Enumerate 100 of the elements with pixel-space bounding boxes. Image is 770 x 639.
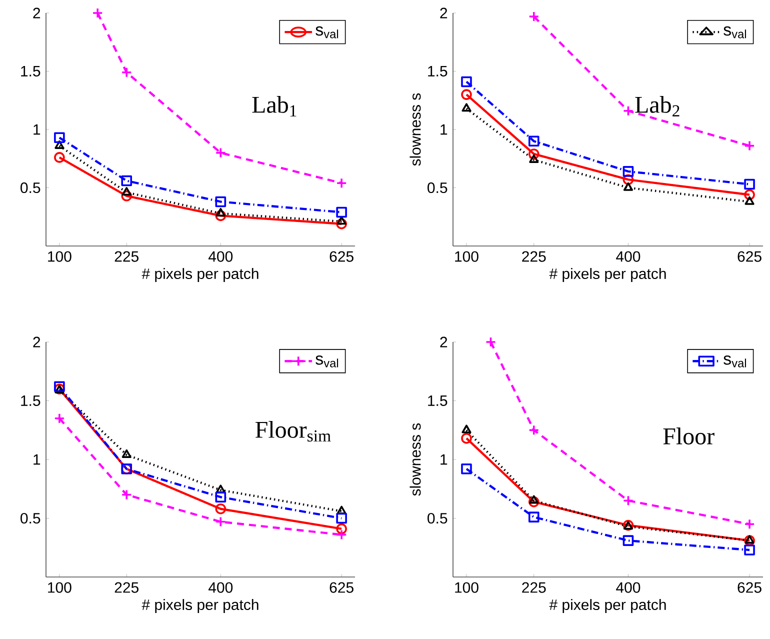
point [744, 178, 755, 190]
point [122, 449, 132, 458]
point [215, 516, 226, 528]
x-tick-label: 625 [330, 582, 354, 593]
point [744, 544, 755, 556]
point [622, 105, 634, 116]
point [336, 178, 347, 188]
point [216, 208, 226, 217]
x-tick-label: 225 [114, 582, 138, 593]
point [92, 8, 103, 18]
point [336, 206, 347, 218]
point [528, 424, 540, 436]
point [122, 187, 132, 196]
point [121, 67, 132, 78]
annotation: Lab$_{2}$ [635, 96, 680, 116]
point [529, 154, 539, 163]
x-axis-title: # pixels per patch [142, 268, 258, 282]
point [622, 535, 634, 546]
point [461, 89, 472, 100]
y-tick-label: 2 [440, 8, 448, 18]
point [121, 175, 132, 186]
x-axis-title: # pixels per patch [549, 268, 666, 282]
x-axis-title: # pixels per patch [142, 599, 258, 613]
point [744, 196, 754, 205]
point [215, 210, 226, 222]
y-tick-label: 0.5 [20, 182, 40, 194]
point [461, 464, 472, 474]
annotation: Lab$_{1}$ [252, 96, 296, 116]
point [216, 484, 226, 494]
legend-label: s$_{val}$ [724, 355, 746, 368]
point [744, 140, 755, 152]
point [54, 412, 65, 424]
point [215, 147, 226, 158]
point [461, 432, 472, 444]
point [336, 506, 346, 514]
y-axis-title: slowness s [410, 93, 421, 166]
y-tick-label: 0.5 [428, 182, 448, 194]
point [622, 495, 634, 506]
y-tick-label: 1 [440, 124, 448, 135]
x-tick-label: 625 [330, 251, 354, 262]
point [528, 136, 540, 147]
point [528, 11, 540, 22]
point [744, 189, 755, 200]
point [336, 529, 347, 540]
y-tick-label: 0.5 [428, 512, 448, 524]
point [528, 148, 540, 160]
y-tick-label: 0.5 [20, 512, 40, 524]
point [744, 518, 755, 530]
x-tick-label: 225 [522, 251, 546, 262]
point [121, 190, 132, 202]
point [336, 512, 347, 524]
point [54, 152, 65, 163]
point [528, 496, 540, 508]
legend-label: s$_{val}$ [316, 26, 338, 38]
x-tick-label: 400 [616, 251, 640, 262]
point [54, 381, 65, 392]
point [623, 182, 634, 191]
y-tick-label: 1 [440, 454, 448, 465]
x-tick-label: 225 [522, 582, 546, 593]
point [54, 132, 65, 144]
legend-label: s$_{val}$ [316, 355, 338, 368]
point [529, 495, 539, 504]
point [215, 196, 226, 208]
x-axis-title: # pixels per patch [549, 599, 666, 613]
x-tick-label: 225 [114, 251, 138, 262]
y-tick-label: 1 [34, 124, 40, 135]
y-tick-label: 1.5 [21, 66, 40, 76]
y-tick-label: 2 [440, 336, 448, 348]
point [462, 103, 472, 112]
x-tick-label: 100 [455, 582, 478, 593]
point [121, 489, 132, 500]
x-tick-label: 625 [738, 582, 762, 593]
point [461, 76, 472, 88]
x-tick-label: 400 [208, 251, 233, 262]
point [462, 424, 472, 434]
x-tick-label: 100 [48, 251, 72, 262]
point [336, 523, 347, 534]
legend-label: s$_{val}$ [724, 26, 746, 38]
y-tick-label: 1.5 [428, 66, 448, 76]
x-tick-label: 100 [455, 251, 478, 262]
y-axis-title: slowness s [410, 423, 421, 496]
x-tick-label: 625 [738, 251, 762, 262]
y-tick-label: 2 [33, 8, 40, 18]
y-tick-label: 1 [34, 454, 40, 465]
annotation: Floor$_{sim}$ [256, 421, 331, 442]
y-tick-label: 1.5 [428, 396, 448, 406]
x-tick-label: 400 [616, 582, 640, 593]
point [215, 492, 226, 503]
point [622, 174, 634, 185]
annotation: Floor [663, 428, 714, 444]
x-tick-label: 100 [48, 582, 72, 593]
point [54, 140, 64, 149]
y-tick-label: 2 [33, 336, 40, 348]
point [622, 166, 634, 177]
y-tick-label: 1.5 [21, 396, 40, 406]
point [215, 503, 226, 514]
point [528, 512, 540, 522]
point [485, 336, 496, 348]
point [336, 218, 347, 230]
x-tick-label: 400 [208, 582, 233, 593]
